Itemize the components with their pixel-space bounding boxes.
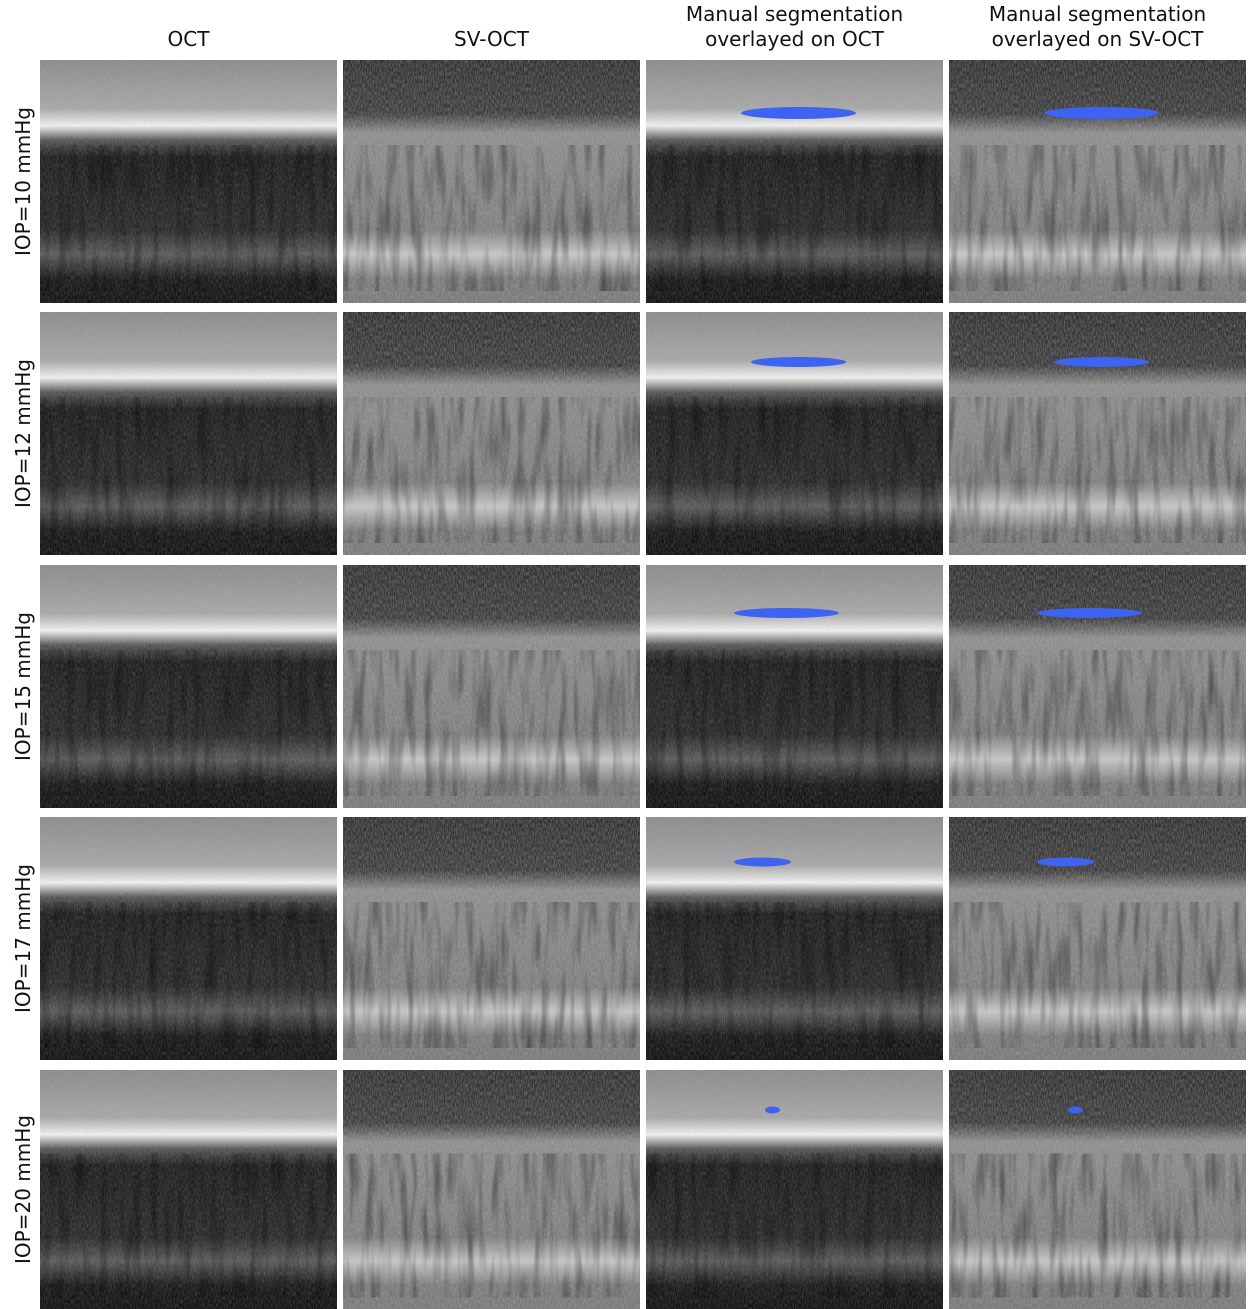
image-streaks [40, 397, 337, 543]
segmentation-mask [741, 107, 856, 119]
image-streaks [343, 145, 640, 291]
column-header: Manual segmentation [686, 2, 903, 26]
oct-image [949, 565, 1246, 808]
oct-image [40, 1070, 337, 1309]
segmentation-mask [1068, 1107, 1083, 1114]
image-streaks [40, 650, 337, 796]
image-streaks [343, 902, 640, 1048]
segmentation-mask [1037, 858, 1094, 867]
column-header: overlayed on SV-OCT [992, 27, 1205, 51]
image-streaks [949, 650, 1246, 796]
segmentation-mask [734, 858, 791, 867]
row-label: IOP=15 mmHg [11, 612, 35, 761]
oct-image [949, 817, 1246, 1060]
segmentation-mask [1044, 107, 1159, 119]
oct-image [646, 1070, 943, 1309]
oct-image [343, 1070, 640, 1309]
oct-image [40, 565, 337, 808]
image-streaks [949, 1154, 1246, 1297]
image-streaks [646, 902, 943, 1048]
row-label: IOP=12 mmHg [11, 359, 35, 508]
image-streaks [40, 145, 337, 291]
oct-image [949, 312, 1246, 555]
image-streaks [646, 397, 943, 543]
segmentation-mask [751, 357, 846, 367]
oct-image [343, 312, 640, 555]
oct-image [949, 1070, 1246, 1309]
row-label: IOP=17 mmHg [11, 864, 35, 1013]
image-streaks [949, 145, 1246, 291]
segmentation-mask [1054, 357, 1149, 367]
column-header: overlayed on OCT [705, 27, 885, 51]
image-streaks [646, 650, 943, 796]
segmentation-mask [734, 608, 839, 618]
oct-image [40, 312, 337, 555]
column-header: OCT [168, 27, 211, 51]
row-label: IOP=20 mmHg [11, 1115, 35, 1264]
image-streaks [646, 145, 943, 291]
image-streaks [646, 1154, 943, 1297]
row-label: IOP=10 mmHg [11, 107, 35, 256]
image-streaks [343, 397, 640, 543]
oct-image [949, 60, 1246, 303]
image-streaks [949, 397, 1246, 543]
image-streaks [40, 902, 337, 1048]
oct-image [343, 817, 640, 1060]
figure: OCTSV-OCTManual segmentationoverlayed on… [0, 0, 1256, 1309]
oct-image [343, 60, 640, 303]
column-header: SV-OCT [454, 27, 530, 51]
oct-image [646, 60, 943, 303]
oct-image [646, 565, 943, 808]
oct-image [40, 60, 337, 303]
segmentation-mask [765, 1107, 780, 1114]
oct-image [646, 312, 943, 555]
oct-image [343, 565, 640, 808]
image-streaks [343, 1154, 640, 1297]
oct-image [646, 817, 943, 1060]
image-streaks [40, 1154, 337, 1297]
image-streaks [343, 650, 640, 796]
image-streaks [949, 902, 1246, 1048]
segmentation-mask [1037, 608, 1142, 618]
column-header: Manual segmentation [989, 2, 1206, 26]
oct-image [40, 817, 337, 1060]
